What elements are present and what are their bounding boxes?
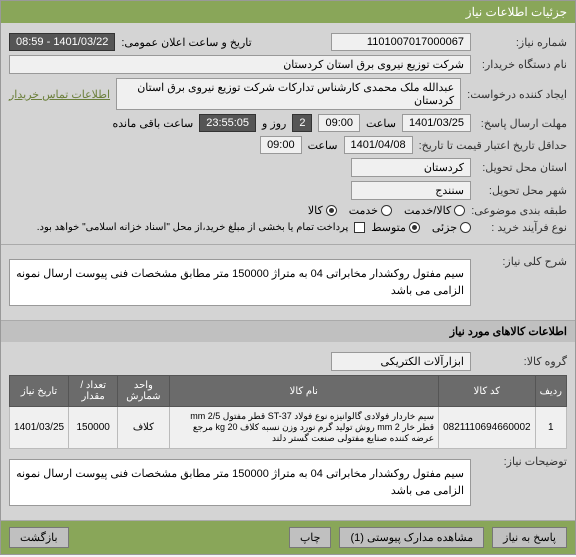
remain-days: 2 [292,114,312,132]
deadline-label: مهلت ارسال پاسخ: [477,117,567,130]
process-radio-group: جزئی متوسط [371,221,471,234]
th-qty: تعداد / مقدار [69,376,118,407]
th-unit: واحد شمارش [118,376,169,407]
attachments-button[interactable]: مشاهده مدارک پیوستی (1) [339,527,484,548]
contact-link[interactable]: اطلاعات تماس خریدار [9,88,110,101]
td-row: 1 [535,407,566,449]
deadline-date: 1401/03/25 [402,114,471,132]
validity-date: 1401/04/08 [344,136,413,154]
group-label: گروه کالا: [477,355,567,368]
group-value: ابزارآلات الکتریکی [331,352,471,371]
province-label: استان محل تحویل: [477,161,567,174]
need-number-value: 1101007017000067 [331,33,471,51]
summary-text: سیم مفتول روکشدار مخابراتی 04 به متراژ 1… [9,259,471,306]
time-label-1: ساعت [366,117,396,130]
remain-suffix: ساعت باقی مانده [112,117,193,130]
remain-time: 23:55:05 [199,114,256,132]
province-value: کردستان [351,158,471,177]
city-value: سنندج [351,181,471,200]
th-row: ردیف [535,376,566,407]
requester-value: عبدالله ملک محمدی کارشناس تدارکات شرکت ت… [116,78,461,110]
need-number-label: شماره نیاز: [477,36,567,49]
deadline-time: 09:00 [318,114,360,132]
radio-service[interactable]: خدمت [349,204,392,217]
td-code: 0821110694660002 [439,407,536,449]
validity-label: حداقل تاریخ اعتبار قیمت تا تاریخ: [419,139,567,152]
day-label: روز و [262,117,286,130]
respond-button[interactable]: پاسخ به نیاز [492,527,567,548]
td-name: سیم خاردار فولادی گالوانیزه نوع فولاد ST… [169,407,439,449]
footer-bar: پاسخ به نیاز مشاهده مدارک پیوستی (1) چاپ… [1,521,575,554]
table-row: 1 0821110694660002 سیم خاردار فولادی گال… [10,407,567,449]
buyer-org-value: شرکت توزیع نیروی برق استان کردستان [9,55,471,74]
td-unit: کلاف [118,407,169,449]
radio-medium[interactable]: متوسط [371,221,420,234]
process-label: نوع فرآیند خرید : [477,221,567,234]
window-title: جزئیات اطلاعات نیاز [1,1,575,23]
back-button[interactable]: بازگشت [9,527,69,548]
validity-time: 09:00 [260,136,302,154]
time-label-2: ساعت [308,139,338,152]
requester-label: ایجاد کننده درخواست: [467,88,567,101]
td-date: 1401/03/25 [10,407,69,449]
category-label: طبقه بندی موضوعی: [471,204,567,217]
th-code: کد کالا [439,376,536,407]
summary-label: شرح کلی نیاز: [477,255,567,268]
radio-goods[interactable]: کالا [308,204,337,217]
radio-goods-service[interactable]: کالا/خدمت [404,204,465,217]
notes-text: سیم مفتول روکشدار مخابراتی 04 به متراژ 1… [9,459,471,506]
td-qty: 150000 [69,407,118,449]
radio-small[interactable]: جزئی [432,221,471,234]
city-label: شهر محل تحویل: [477,184,567,197]
announce-value: 1401/03/22 - 08:59 [9,33,115,51]
process-note: پرداخت تمام یا بخشی از مبلغ خرید،از محل … [37,222,349,233]
goods-section-header: اطلاعات کالاهای مورد نیاز [1,321,575,342]
th-date: تاریخ نیاز [10,376,69,407]
th-name: نام کالا [169,376,439,407]
notes-label: توضیحات نیاز: [477,455,567,468]
announce-label: تاریخ و ساعت اعلان عمومی: [121,36,251,49]
print-button[interactable]: چاپ [289,527,332,548]
goods-table: ردیف کد کالا نام کالا واحد شمارش تعداد /… [9,375,567,449]
treasury-checkbox[interactable] [354,222,365,233]
category-radio-group: کالا/خدمت خدمت کالا [308,204,465,217]
buyer-org-label: نام دستگاه خریدار: [477,58,567,71]
